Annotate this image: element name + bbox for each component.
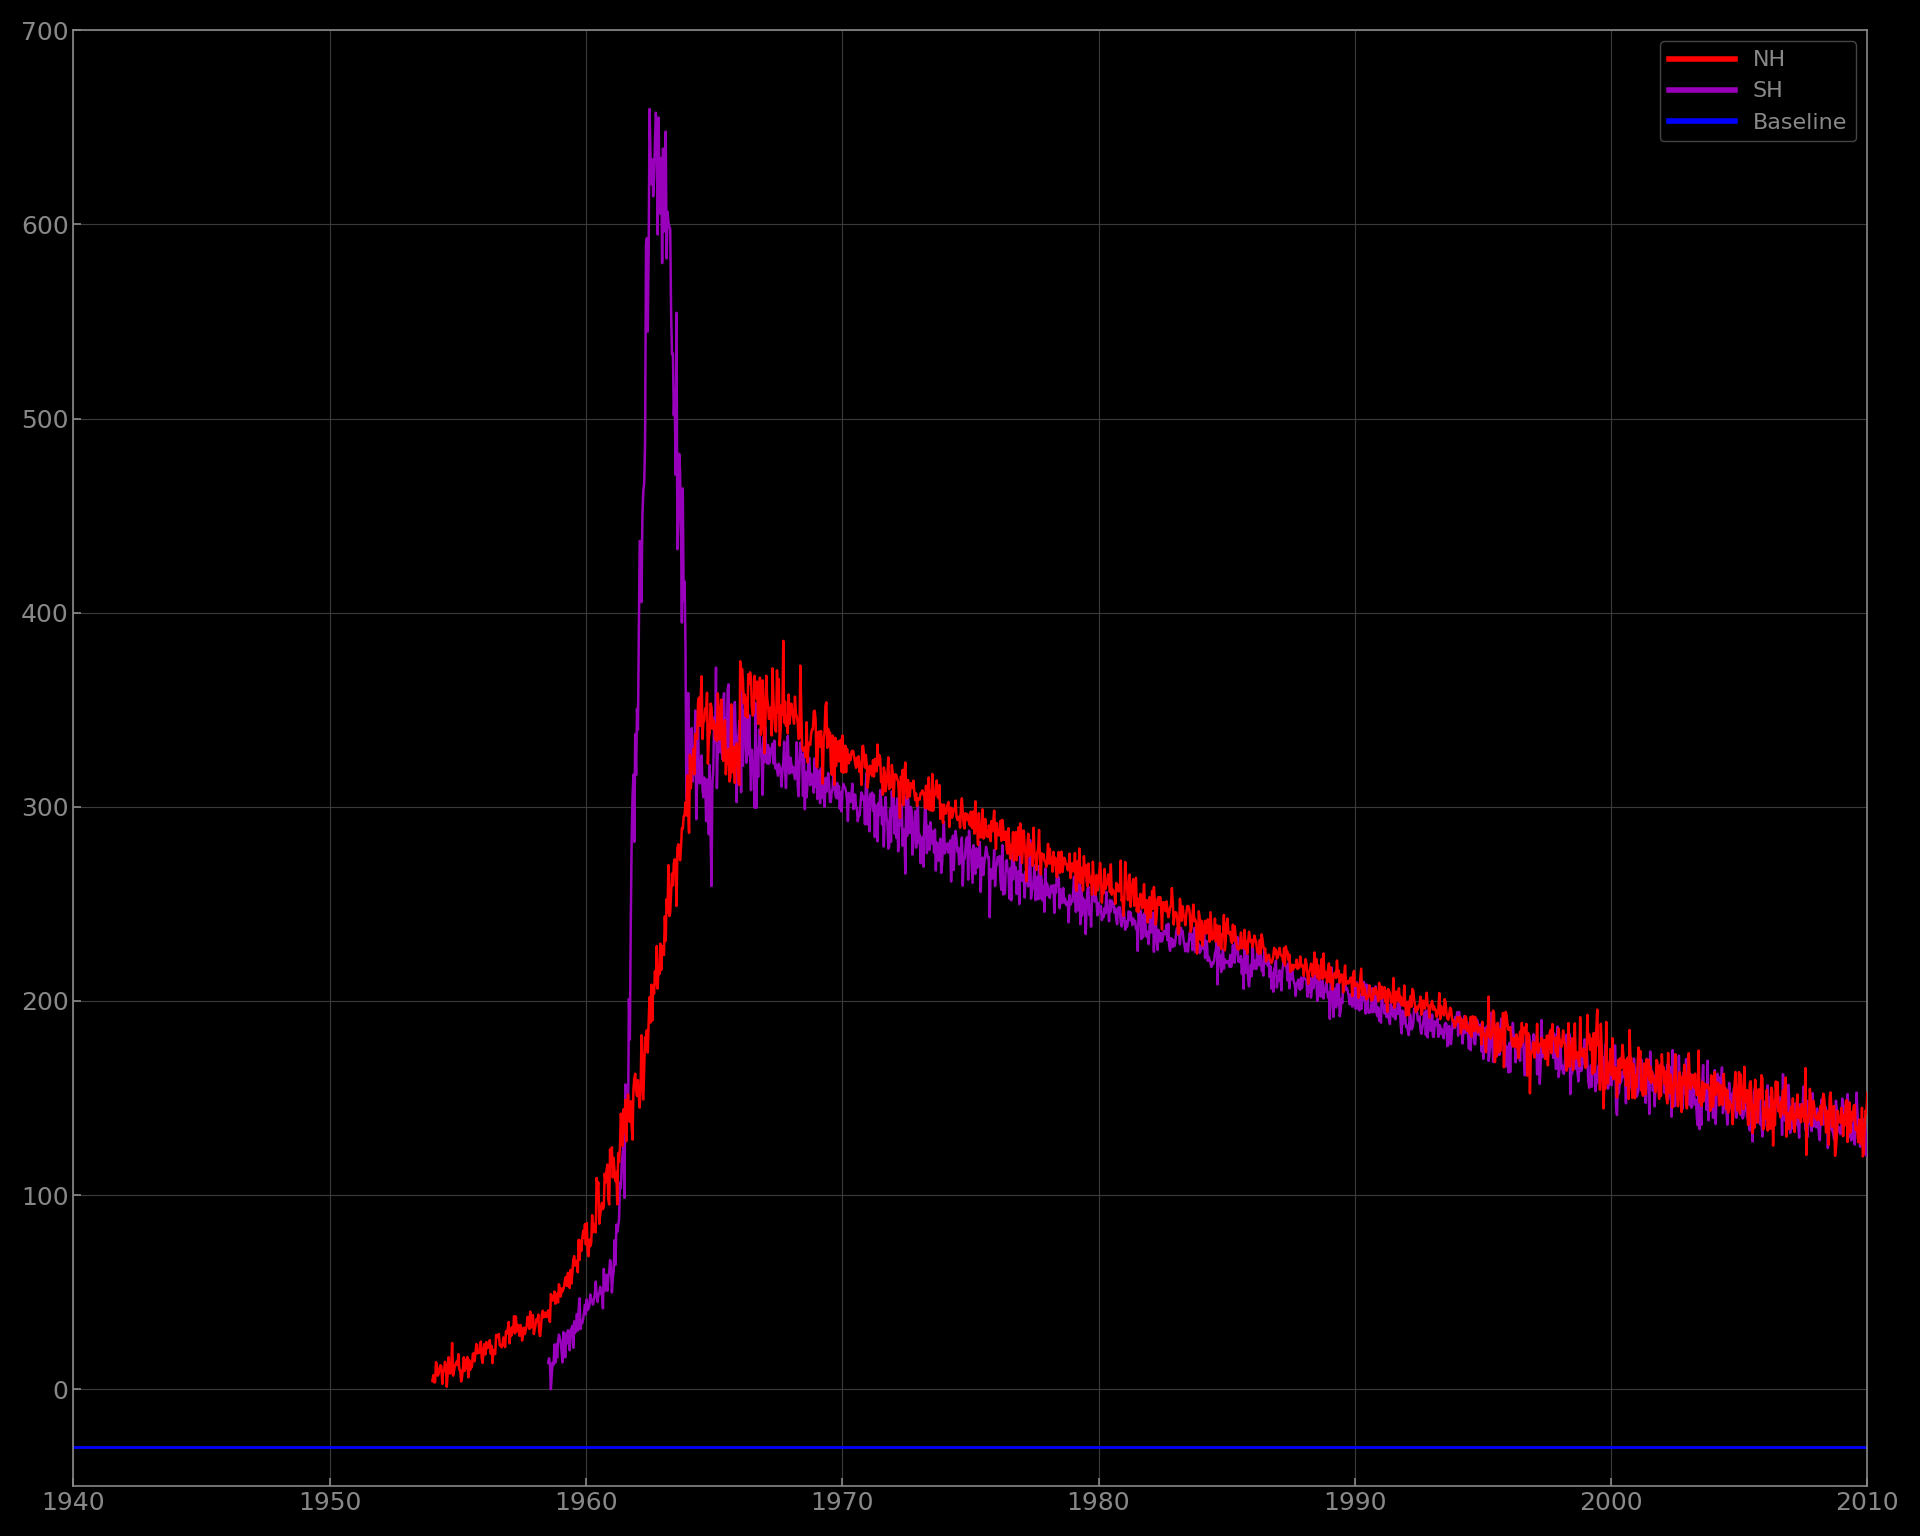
Legend: NH, SH, Baseline: NH, SH, Baseline xyxy=(1659,41,1857,141)
